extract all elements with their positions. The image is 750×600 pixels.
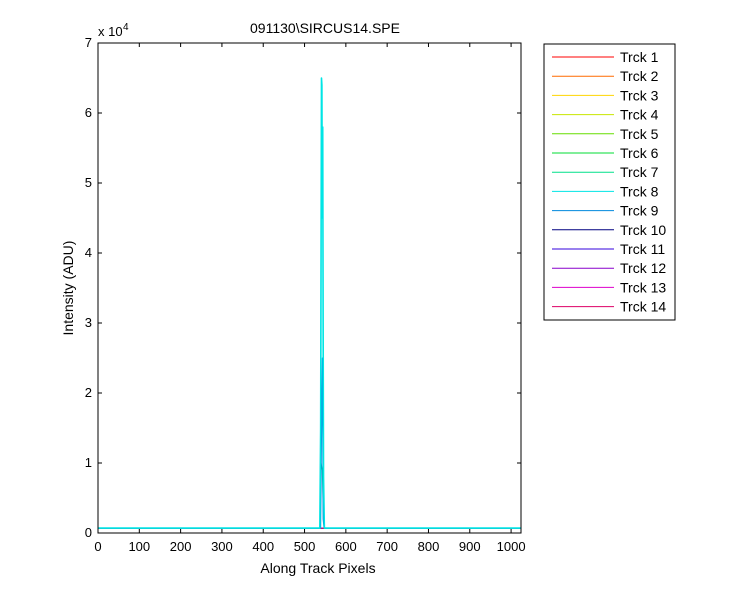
legend-item: Trck 13	[552, 279, 666, 295]
legend: Trck 1 Trck 2 Trck 3 Trck 4 Trck 5 Trck 6 Trck…	[543, 43, 676, 321]
legend-entries: Trck 1 Trck 2 Trck 3 Trck 4 Trck 5 Trck 6 Trck…	[552, 49, 666, 315]
legend-item: Trck 1	[552, 49, 659, 65]
ticks-layer: 0 100 200 300 400 500 600 700 800 900 1000 0 1 2 3 4 5 6 7	[85, 35, 526, 554]
x-tick-label: 700	[376, 539, 398, 554]
x-tick-label: 1000	[497, 539, 526, 554]
legend-label: Trck 7	[620, 164, 659, 180]
legend-label: Trck 12	[620, 260, 666, 276]
y-tick-label: 1	[85, 455, 92, 470]
legend-item: Trck 3	[552, 87, 659, 103]
y-tick-label: 3	[85, 315, 92, 330]
legend-item: Trck 8	[552, 183, 659, 199]
legend-label: Trck 5	[620, 126, 659, 142]
chart-title: 091130\SIRCUS14.SPE	[250, 20, 400, 36]
series-layer	[98, 77, 521, 529]
series-line-trck-7	[98, 462, 521, 529]
legend-item: Trck 14	[552, 299, 666, 315]
legend-item: Trck 12	[552, 260, 666, 276]
x-tick-label: 0	[94, 539, 101, 554]
y-tick-label: 6	[85, 105, 92, 120]
legend-item: Trck 11	[552, 241, 665, 257]
x-tick-label: 800	[418, 539, 440, 554]
legend-box	[543, 43, 676, 321]
legend-label: Trck 8	[620, 183, 659, 199]
y-tick-label: 7	[85, 35, 92, 50]
x-tick-label: 100	[128, 539, 150, 554]
legend-item: Trck 7	[552, 164, 659, 180]
y-axis-label: Intensity (ADU)	[60, 241, 76, 336]
legend-label: Trck 10	[620, 222, 666, 238]
legend-item: Trck 10	[552, 222, 666, 238]
x-tick-label: 900	[459, 539, 481, 554]
y-tick-label: 2	[85, 385, 92, 400]
legend-label: Trck 13	[620, 279, 666, 295]
y-exponent-base: x 10	[98, 24, 123, 39]
series-line-trck-9	[98, 357, 521, 529]
legend-item: Trck 2	[552, 68, 659, 84]
legend-item: Trck 4	[552, 107, 659, 123]
legend-item: Trck 5	[552, 126, 659, 142]
legend-label: Trck 14	[620, 299, 666, 315]
legend-item: Trck 6	[552, 145, 659, 161]
y-exponent-power: 4	[123, 22, 129, 33]
y-tick-label: 4	[85, 245, 92, 260]
x-axis-label: Along Track Pixels	[260, 560, 375, 576]
series-line-trck-8	[98, 77, 521, 529]
x-tick-label: 500	[294, 539, 316, 554]
legend-label: Trck 4	[620, 107, 659, 123]
legend-label: Trck 2	[620, 68, 659, 84]
x-tick-label: 300	[211, 539, 233, 554]
y-tick-label: 0	[85, 525, 92, 540]
y-tick-label: 5	[85, 175, 92, 190]
plot-area-frame	[97, 42, 522, 534]
legend-label: Trck 9	[620, 203, 659, 219]
legend-item: Trck 9	[552, 203, 659, 219]
legend-label: Trck 6	[620, 145, 659, 161]
x-tick-label: 400	[252, 539, 274, 554]
legend-label: Trck 3	[620, 87, 659, 103]
x-tick-label: 200	[170, 539, 192, 554]
legend-label: Trck 11	[620, 241, 665, 257]
legend-label: Trck 1	[620, 49, 659, 65]
x-tick-label: 600	[335, 539, 357, 554]
